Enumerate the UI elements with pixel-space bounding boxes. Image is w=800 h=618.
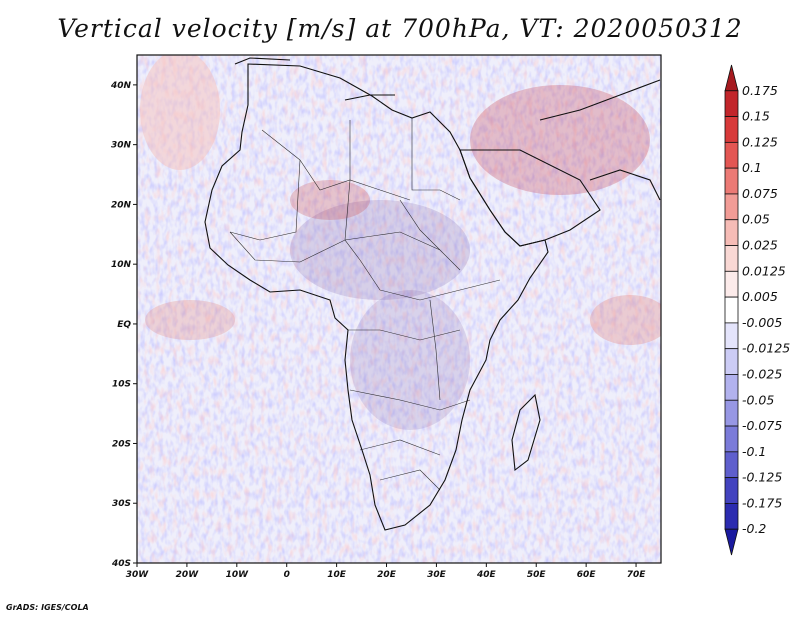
y-tick-label: 20N xyxy=(111,200,132,210)
x-tick-label: 50E xyxy=(527,570,547,580)
sahara-ascent xyxy=(290,180,370,220)
x-axis: 30W 20W 10W 0 10E 20E 30E 40E 50E 60E 70E xyxy=(126,563,646,580)
colorbar-label: -0.025 xyxy=(742,366,782,381)
colorbar-label: -0.05 xyxy=(742,392,774,407)
sahel-activity xyxy=(290,200,470,300)
mediterranean-coastline xyxy=(344,94,395,101)
grads-credit: GrADS: IGES/COLA xyxy=(6,603,89,612)
map-border xyxy=(136,54,662,564)
pakistan-coastline xyxy=(589,169,661,201)
y-tick-label: 20S xyxy=(112,439,131,449)
colorbar-label: -0.005 xyxy=(742,315,782,330)
x-tick-label: 20W xyxy=(176,570,200,580)
gulf-guinea-ascent xyxy=(145,300,235,340)
chart-title: Vertical velocity [m/s] at 700hPa, VT: 2… xyxy=(57,14,743,43)
colorbar-label: 0.125 xyxy=(742,134,778,149)
colorbar-swatch xyxy=(724,90,739,117)
y-tick-label: 30N xyxy=(111,141,132,151)
colorbar-swatch xyxy=(724,348,739,375)
colorbar-label: 0.075 xyxy=(742,186,778,201)
y-tick-label: 10S xyxy=(112,380,131,390)
y-tick-label: 30S xyxy=(112,499,131,509)
y-tick-label: 10N xyxy=(111,260,132,270)
middle-east-activity xyxy=(470,85,650,195)
colorbar-label: 0.175 xyxy=(742,83,778,98)
colorbar-label: 0.005 xyxy=(742,289,778,304)
x-tick-label: 30W xyxy=(126,570,150,580)
x-tick-label: 70E xyxy=(627,570,647,580)
colorbar-label: 0.05 xyxy=(742,212,770,227)
colorbar-label: -0.1 xyxy=(742,444,766,459)
colorbar: 0.175 0.15 0.125 0.1 0.075 0.05 0.025 0.0125 0.0… xyxy=(724,64,790,556)
x-tick-label: 60E xyxy=(577,570,597,580)
colorbar-swatch xyxy=(724,399,739,427)
colorbar-swatch xyxy=(724,503,739,530)
map-field xyxy=(137,55,661,563)
atlantic-ascent-band xyxy=(140,55,220,170)
colorbar-swatch xyxy=(724,451,739,479)
x-tick-label: 0 xyxy=(284,570,290,580)
colorbar-swatch xyxy=(724,425,739,453)
central-africa-activity xyxy=(350,290,470,430)
colorbar-label: -0.125 xyxy=(742,470,782,485)
colorbar-label: 0.1 xyxy=(742,160,762,175)
colorbar-label: -0.2 xyxy=(742,521,766,536)
arabia-coastline xyxy=(459,149,601,247)
iberia-coastline xyxy=(234,57,291,65)
iran-coastline xyxy=(539,79,661,121)
x-tick-label: 10W xyxy=(226,570,250,580)
field-ascent-noise xyxy=(137,55,661,563)
colorbar-swatch xyxy=(724,219,739,246)
colorbar-swatch xyxy=(724,245,739,272)
colorbar-swatch xyxy=(724,141,739,169)
y-tick-label: EQ xyxy=(117,320,131,330)
colorbar-swatch xyxy=(724,116,739,143)
y-tick-label: 40N xyxy=(110,81,132,91)
colorbar-top-triangle xyxy=(724,64,739,92)
colorbar-swatch xyxy=(724,322,739,350)
country-borders xyxy=(229,118,501,491)
colorbar-swatch xyxy=(724,477,739,504)
coastlines xyxy=(204,57,661,531)
colorbar-label: -0.0125 xyxy=(742,341,790,356)
colorbar-label: 0.025 xyxy=(742,238,778,253)
colorbar-swatch xyxy=(724,296,739,324)
colorbar-swatch xyxy=(724,270,739,298)
x-tick-label: 20E xyxy=(377,570,397,580)
colorbar-label: 0.15 xyxy=(742,109,770,124)
indian-ocean-ascent xyxy=(590,295,661,345)
y-axis: 40N 30N 20N 10N EQ 10S 20S 30S 40S xyxy=(110,81,137,569)
x-tick-label: 40E xyxy=(476,570,497,580)
africa-coastline xyxy=(204,63,549,531)
colorbar-bottom-triangle xyxy=(724,528,739,556)
colorbar-label: -0.175 xyxy=(742,495,782,510)
y-tick-label: 40S xyxy=(111,559,131,569)
colorbar-swatch xyxy=(724,193,739,221)
colorbar-label: 0.0125 xyxy=(742,263,786,278)
colorbar-label: -0.075 xyxy=(742,418,782,433)
x-tick-label: 30E xyxy=(427,570,447,580)
colorbar-swatch xyxy=(724,167,739,195)
madagascar-coastline xyxy=(511,393,541,472)
colorbar-swatch xyxy=(724,374,739,401)
x-tick-label: 10E xyxy=(327,570,347,580)
